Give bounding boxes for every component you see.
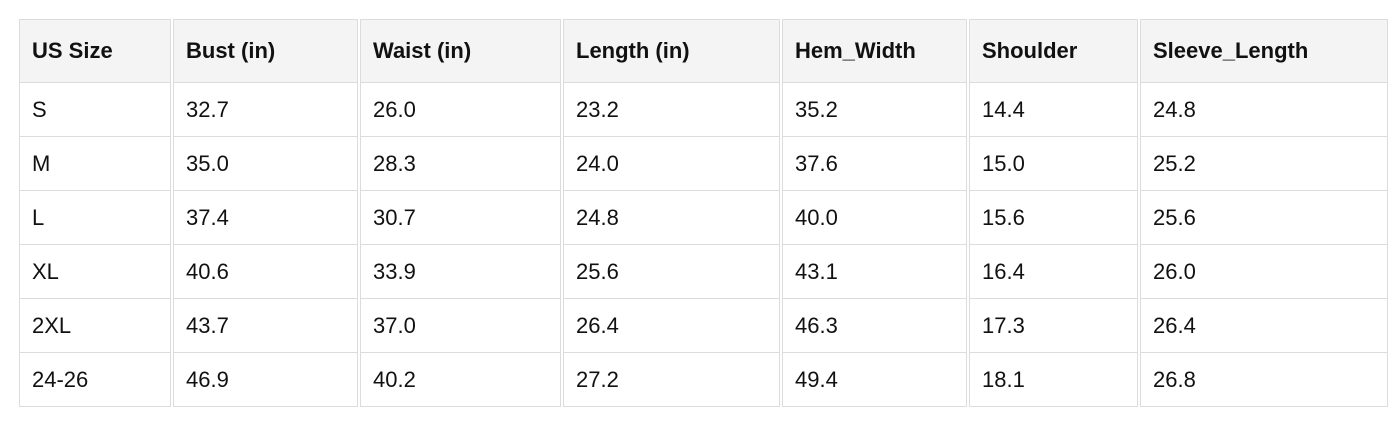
table-row: 24-26 46.9 40.2 27.2 49.4 18.1 26.8: [19, 353, 1388, 407]
table-cell: 37.0: [360, 299, 561, 353]
table-cell: L: [19, 191, 171, 245]
header-cell: Length (in): [563, 19, 780, 83]
table-row: S 32.7 26.0 23.2 35.2 14.4 24.8: [19, 83, 1388, 137]
table-body: S 32.7 26.0 23.2 35.2 14.4 24.8 M 35.0 28.3 24.0 37…: [19, 83, 1388, 407]
table-cell: 18.1: [969, 353, 1138, 407]
table-cell: 46.9: [173, 353, 358, 407]
table-cell: 30.7: [360, 191, 561, 245]
header-row: US Size Bust (in) Waist (in) Length (in) Hem…: [19, 19, 1388, 83]
table-cell: 27.2: [563, 353, 780, 407]
table-cell: 24.8: [1140, 83, 1388, 137]
table-cell: M: [19, 137, 171, 191]
table-cell: 24-26: [19, 353, 171, 407]
table-row: 2XL 43.7 37.0 26.4 46.3 17.3 26.4: [19, 299, 1388, 353]
table-cell: 15.6: [969, 191, 1138, 245]
table-row: XL 40.6 33.9 25.6 43.1 16.4 26.0: [19, 245, 1388, 299]
table-cell: 40.2: [360, 353, 561, 407]
table-cell: 24.0: [563, 137, 780, 191]
table-cell: 24.8: [563, 191, 780, 245]
table-cell: 15.0: [969, 137, 1138, 191]
table-cell: 46.3: [782, 299, 967, 353]
table-cell: 43.1: [782, 245, 967, 299]
table-cell: 33.9: [360, 245, 561, 299]
table-cell: 26.0: [1140, 245, 1388, 299]
header-cell: Hem_Width: [782, 19, 967, 83]
header-cell: Shoulder: [969, 19, 1138, 83]
size-table: US Size Bust (in) Waist (in) Length (in) Hem…: [17, 19, 1390, 407]
table-cell: 17.3: [969, 299, 1138, 353]
table-cell: 35.2: [782, 83, 967, 137]
table-row: M 35.0 28.3 24.0 37.6 15.0 25.2: [19, 137, 1388, 191]
header-cell: Sleeve_Length: [1140, 19, 1388, 83]
header-cell: Bust (in): [173, 19, 358, 83]
table-cell: 43.7: [173, 299, 358, 353]
table-cell: 14.4: [969, 83, 1138, 137]
table-cell: 40.6: [173, 245, 358, 299]
table-cell: XL: [19, 245, 171, 299]
table-cell: 28.3: [360, 137, 561, 191]
table-cell: 37.4: [173, 191, 358, 245]
table-cell: 26.4: [1140, 299, 1388, 353]
table-cell: 25.6: [563, 245, 780, 299]
table-cell: 26.4: [563, 299, 780, 353]
table-cell: S: [19, 83, 171, 137]
table-cell: 40.0: [782, 191, 967, 245]
table-cell: 25.6: [1140, 191, 1388, 245]
header-cell: Waist (in): [360, 19, 561, 83]
table-cell: 25.2: [1140, 137, 1388, 191]
table-cell: 35.0: [173, 137, 358, 191]
table-cell: 23.2: [563, 83, 780, 137]
table-cell: 26.8: [1140, 353, 1388, 407]
table-cell: 37.6: [782, 137, 967, 191]
table-cell: 16.4: [969, 245, 1138, 299]
table-row: L 37.4 30.7 24.8 40.0 15.6 25.6: [19, 191, 1388, 245]
table-cell: 26.0: [360, 83, 561, 137]
table-cell: 32.7: [173, 83, 358, 137]
table-cell: 49.4: [782, 353, 967, 407]
table-cell: 2XL: [19, 299, 171, 353]
header-cell: US Size: [19, 19, 171, 83]
